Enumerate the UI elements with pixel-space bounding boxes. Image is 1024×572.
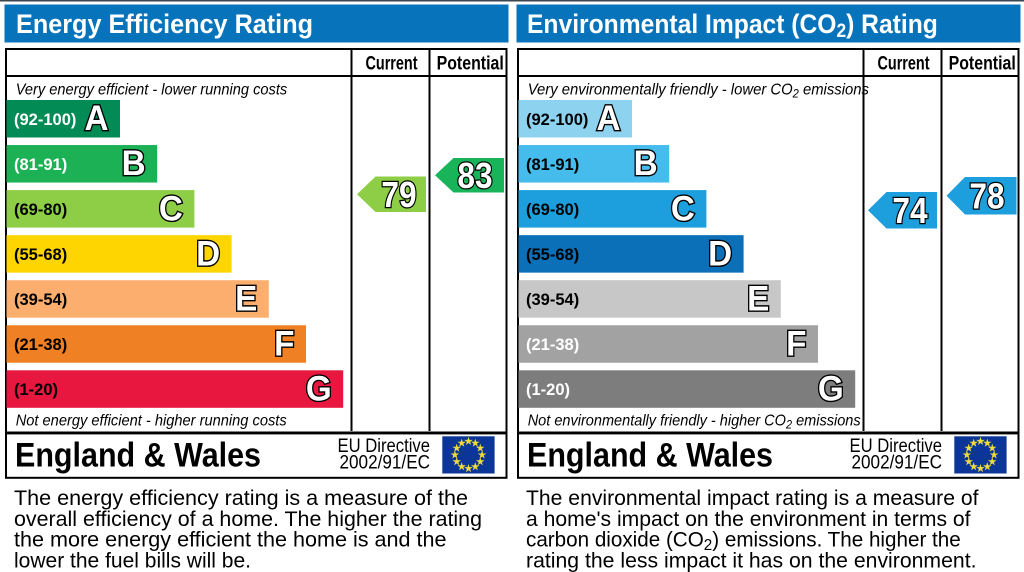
svg-text:Very environmentally friendly: Very environmentally friendly - lower CO… — [528, 81, 869, 101]
svg-text:The energy efficiency rating i: The energy efficiency rating is a measur… — [14, 487, 468, 510]
svg-text:F: F — [274, 325, 294, 364]
svg-text:overall efficiency of a home.: overall efficiency of a home. The higher… — [14, 508, 482, 531]
svg-text:(92-100): (92-100) — [526, 111, 588, 129]
svg-text:A: A — [84, 99, 108, 138]
svg-text:(21-38): (21-38) — [14, 336, 67, 354]
svg-text:Potential: Potential — [949, 54, 1016, 75]
svg-text:Energy Efficiency Rating: Energy Efficiency Rating — [16, 9, 313, 39]
svg-text:Very energy efficient - lower: Very energy efficient - lower running co… — [16, 81, 288, 98]
svg-text:EU Directive: EU Directive — [338, 436, 431, 457]
svg-text:Environmental Impact (CO2) Rat: Environmental Impact (CO2) Rating — [527, 10, 938, 41]
svg-text:Potential: Potential — [437, 54, 504, 75]
svg-text:Not energy efficient - higher: Not energy efficient - higher running co… — [16, 412, 287, 429]
svg-text:D: D — [708, 235, 732, 274]
svg-text:a home's impact on the environ: a home's impact on the environment in te… — [526, 508, 971, 531]
svg-text:carbon dioxide (CO2) emissions: carbon dioxide (CO2) emissions. The high… — [526, 528, 961, 554]
svg-text:2002/91/EC: 2002/91/EC — [852, 453, 943, 474]
svg-text:England & Wales: England & Wales — [527, 436, 773, 474]
svg-text:78: 78 — [969, 177, 1004, 217]
svg-text:(55-68): (55-68) — [14, 246, 67, 264]
svg-text:79: 79 — [381, 175, 416, 215]
svg-text:B: B — [634, 144, 658, 183]
svg-text:(69-80): (69-80) — [14, 201, 67, 219]
svg-text:(69-80): (69-80) — [526, 201, 579, 219]
svg-text:C: C — [671, 190, 695, 229]
svg-text:Current: Current — [366, 54, 419, 75]
svg-text:F: F — [786, 325, 806, 364]
svg-text:the more energy efficient the: the more energy efficient the home is an… — [14, 529, 447, 552]
svg-text:74: 74 — [892, 191, 927, 231]
svg-text:A: A — [596, 99, 620, 138]
svg-text:England & Wales: England & Wales — [15, 436, 261, 474]
svg-text:EU Directive: EU Directive — [850, 436, 943, 457]
svg-text:The environmental impact ratin: The environmental impact rating is a mea… — [526, 487, 979, 510]
svg-text:E: E — [747, 280, 769, 319]
svg-text:(1-20): (1-20) — [526, 381, 570, 399]
svg-text:D: D — [196, 235, 220, 274]
svg-text:(1-20): (1-20) — [14, 381, 58, 399]
svg-text:(81-91): (81-91) — [14, 156, 67, 174]
svg-text:C: C — [159, 190, 183, 229]
svg-text:Not environmentally friendly -: Not environmentally friendly - higher CO… — [528, 412, 861, 432]
svg-text:(92-100): (92-100) — [14, 111, 76, 129]
svg-text:lower the fuel bills will be.: lower the fuel bills will be. — [14, 549, 251, 572]
svg-text:B: B — [122, 144, 146, 183]
svg-text:rating the less impact it has: rating the less impact it has on the env… — [526, 549, 977, 572]
svg-text:(39-54): (39-54) — [14, 291, 67, 309]
svg-text:(21-38): (21-38) — [526, 336, 579, 354]
svg-text:(55-68): (55-68) — [526, 246, 579, 264]
svg-text:G: G — [306, 370, 332, 409]
svg-text:E: E — [235, 280, 257, 319]
svg-text:2002/91/EC: 2002/91/EC — [340, 453, 431, 474]
svg-text:(81-91): (81-91) — [526, 156, 579, 174]
svg-text:(39-54): (39-54) — [526, 291, 579, 309]
svg-text:Current: Current — [878, 54, 931, 75]
svg-text:83: 83 — [457, 156, 492, 196]
svg-text:G: G — [818, 370, 844, 409]
